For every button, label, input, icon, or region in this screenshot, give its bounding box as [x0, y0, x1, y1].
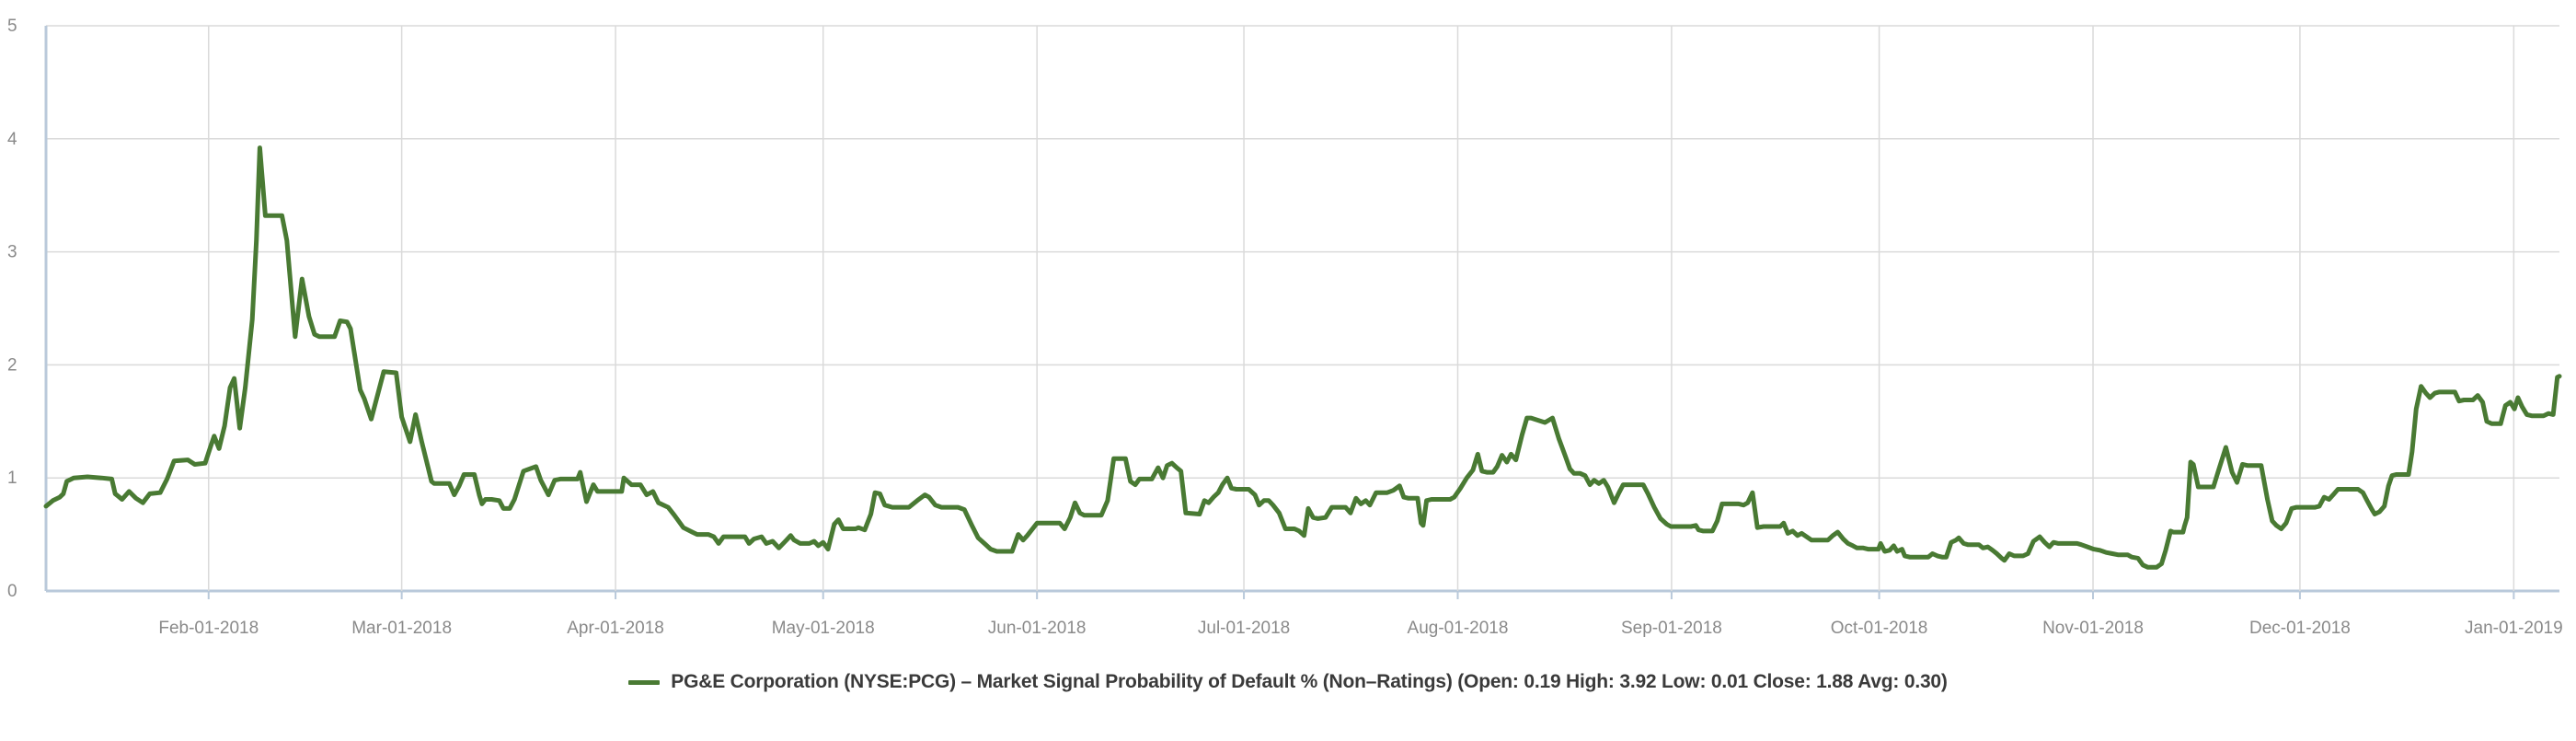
legend-line-swatch	[628, 679, 661, 685]
y-tick-label: 0	[7, 582, 17, 601]
legend: PG&E Corporation (NYSE:PCG) – Market Sig…	[0, 671, 2576, 693]
x-tick-label: Apr-01-2018	[567, 619, 664, 638]
x-tick-label: Nov-01-2018	[2042, 619, 2144, 638]
x-tick-label: Feb-01-2018	[158, 619, 259, 638]
x-tick-label: Jan-01-2019	[2465, 619, 2563, 638]
y-tick-label: 2	[7, 355, 17, 375]
x-tick-label: Aug-01-2018	[1408, 619, 1509, 638]
y-tick-label: 1	[7, 469, 17, 488]
x-tick-label: Mar-01-2018	[351, 619, 452, 638]
pd-series-line[interactable]	[43, 145, 2562, 570]
x-tick-label: Jul-01-2018	[1198, 619, 1290, 638]
legend-series-label: PG&E Corporation (NYSE:PCG) – Market Sig…	[671, 671, 1948, 692]
y-tick-label: 4	[7, 130, 17, 149]
y-tick-label: 5	[7, 17, 17, 36]
x-tick-label: Jun-01-2018	[988, 619, 1087, 638]
x-tick-label: May-01-2018	[772, 619, 875, 638]
x-tick-label: Oct-01-2018	[1831, 619, 1928, 638]
x-tick-label: Sep-01-2018	[1621, 619, 1722, 638]
x-tick-label: Dec-01-2018	[2249, 619, 2351, 638]
y-tick-label: 3	[7, 243, 17, 262]
